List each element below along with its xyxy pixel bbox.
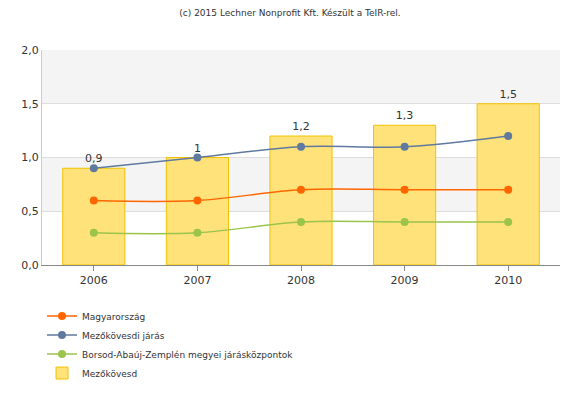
svg-text:1,0: 1,0 <box>21 151 39 164</box>
svg-text:2009: 2009 <box>391 274 419 287</box>
svg-text:1: 1 <box>194 142 201 155</box>
svg-text:2006: 2006 <box>80 274 108 287</box>
svg-text:Mezőkövesd: Mezőkövesd <box>82 369 137 379</box>
svg-text:(c) 2015 Lechner Nonprofit Kft: (c) 2015 Lechner Nonprofit Kft. Készült … <box>179 8 400 18</box>
svg-text:1,5: 1,5 <box>21 98 39 111</box>
svg-text:1,2: 1,2 <box>292 120 310 133</box>
svg-text:1,3: 1,3 <box>396 109 414 122</box>
svg-text:0,5: 0,5 <box>21 205 39 218</box>
svg-text:2007: 2007 <box>183 274 211 287</box>
svg-text:0,0: 0,0 <box>21 259 39 272</box>
svg-text:Borsod-Abaúj-Zemplén megyei já: Borsod-Abaúj-Zemplén megyei járásközpont… <box>82 350 293 360</box>
svg-text:1,5: 1,5 <box>499 88 517 101</box>
svg-text:2010: 2010 <box>494 274 522 287</box>
svg-text:Mezőkövesdi járás: Mezőkövesdi járás <box>82 331 165 341</box>
svg-text:2,0: 2,0 <box>21 44 39 57</box>
svg-text:0,9: 0,9 <box>85 152 103 165</box>
svg-text:2008: 2008 <box>287 274 315 287</box>
svg-text:Magyarország: Magyarország <box>82 312 145 322</box>
